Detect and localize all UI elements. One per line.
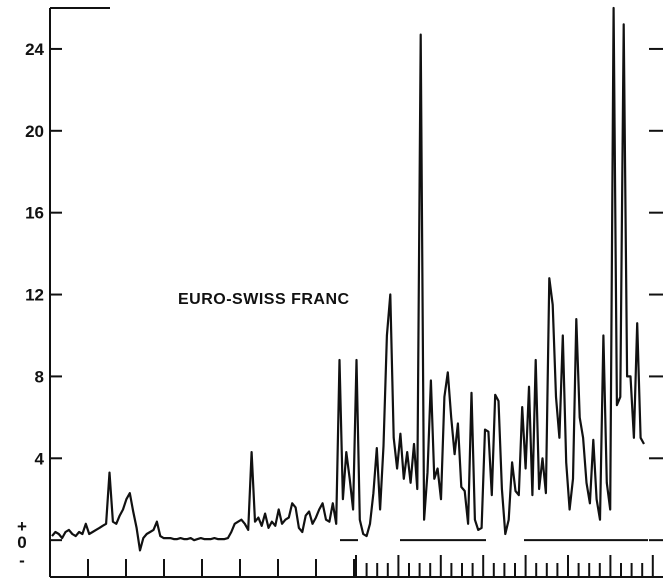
zero-plus-marker: + xyxy=(17,517,27,536)
x-axis-ticks xyxy=(87,555,654,577)
y-tick-label: 0 xyxy=(17,533,26,552)
zero-minus-marker: - xyxy=(19,551,25,570)
y-axis-tick-labels: 4 8 12 16 20 24 0 xyxy=(17,40,44,552)
y-axis-ticks xyxy=(50,47,663,542)
y-tick-label: 4 xyxy=(35,449,45,468)
zero-markers: +- xyxy=(17,517,27,570)
y-tick-label: 8 xyxy=(35,367,44,386)
series-line xyxy=(51,6,645,552)
chart-annotation: EURO-SWISS FRANC xyxy=(178,291,350,308)
y-tick-label: 24 xyxy=(25,40,44,59)
y-tick-label: 12 xyxy=(25,286,44,305)
y-tick-label: 16 xyxy=(25,204,44,223)
y-tick-label: 20 xyxy=(25,122,44,141)
